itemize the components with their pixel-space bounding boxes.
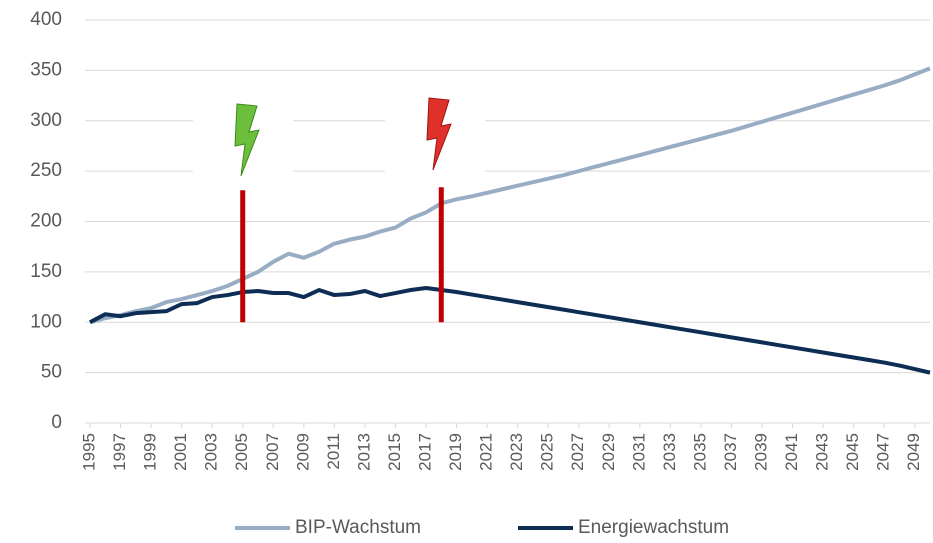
x-tick-label: 2029 (599, 433, 618, 471)
x-tick-label: 2041 (782, 433, 801, 471)
legend-item: BIP-Wachstum (235, 517, 421, 538)
legend-label: Energiewachstum (578, 517, 729, 538)
y-tick-label: 350 (30, 59, 62, 80)
x-tick-label: 2009 (293, 433, 312, 471)
x-tick-label: 2005 (232, 433, 251, 471)
x-tick-label: 2021 (477, 433, 496, 471)
x-tick-label: 1999 (141, 433, 160, 471)
x-tick-label: 2049 (904, 433, 923, 471)
x-tick-label: 2011 (324, 433, 343, 470)
y-tick-label: 150 (30, 261, 62, 282)
y-tick-label: 0 (51, 412, 62, 433)
y-tick-label: 100 (30, 311, 62, 332)
y-tick-label: 250 (30, 160, 62, 181)
x-tick-label: 2045 (843, 433, 862, 471)
x-tick-label: 2037 (721, 433, 740, 471)
lightning-icon (234, 103, 260, 177)
x-tick-label: 1995 (79, 433, 98, 471)
series-line (89, 66, 931, 325)
x-tick-label: 2033 (660, 433, 679, 471)
x-tick-label: 2035 (690, 433, 709, 471)
legend-item: Energiewachstum (518, 517, 729, 538)
x-tick-label: 2027 (568, 433, 587, 471)
x-tick-label: 2019 (446, 433, 465, 471)
x-tick-label: 2017 (415, 433, 434, 471)
y-tick-label: 400 (30, 9, 62, 30)
y-tick-label: 300 (30, 110, 62, 131)
y-tick-label: 50 (41, 362, 62, 383)
legend-label: BIP-Wachstum (295, 517, 421, 538)
x-tick-label: 2025 (538, 433, 557, 471)
lightning-icon (426, 97, 452, 171)
x-tick-label: 1997 (110, 433, 129, 471)
series-line (89, 285, 931, 375)
x-tick-label: 2007 (263, 433, 282, 471)
x-tick-label: 2031 (629, 433, 648, 471)
x-tick-label: 2015 (385, 433, 404, 471)
x-tick-label: 2013 (354, 433, 373, 471)
x-tick-label: 2039 (751, 433, 770, 471)
y-tick-label: 200 (30, 211, 62, 232)
x-tick-label: 2043 (813, 433, 832, 471)
x-tick-label: 2023 (507, 433, 526, 471)
x-tick-label: 2047 (874, 433, 893, 471)
x-tick-label: 2003 (202, 433, 221, 471)
x-tick-label: 2001 (171, 433, 190, 471)
